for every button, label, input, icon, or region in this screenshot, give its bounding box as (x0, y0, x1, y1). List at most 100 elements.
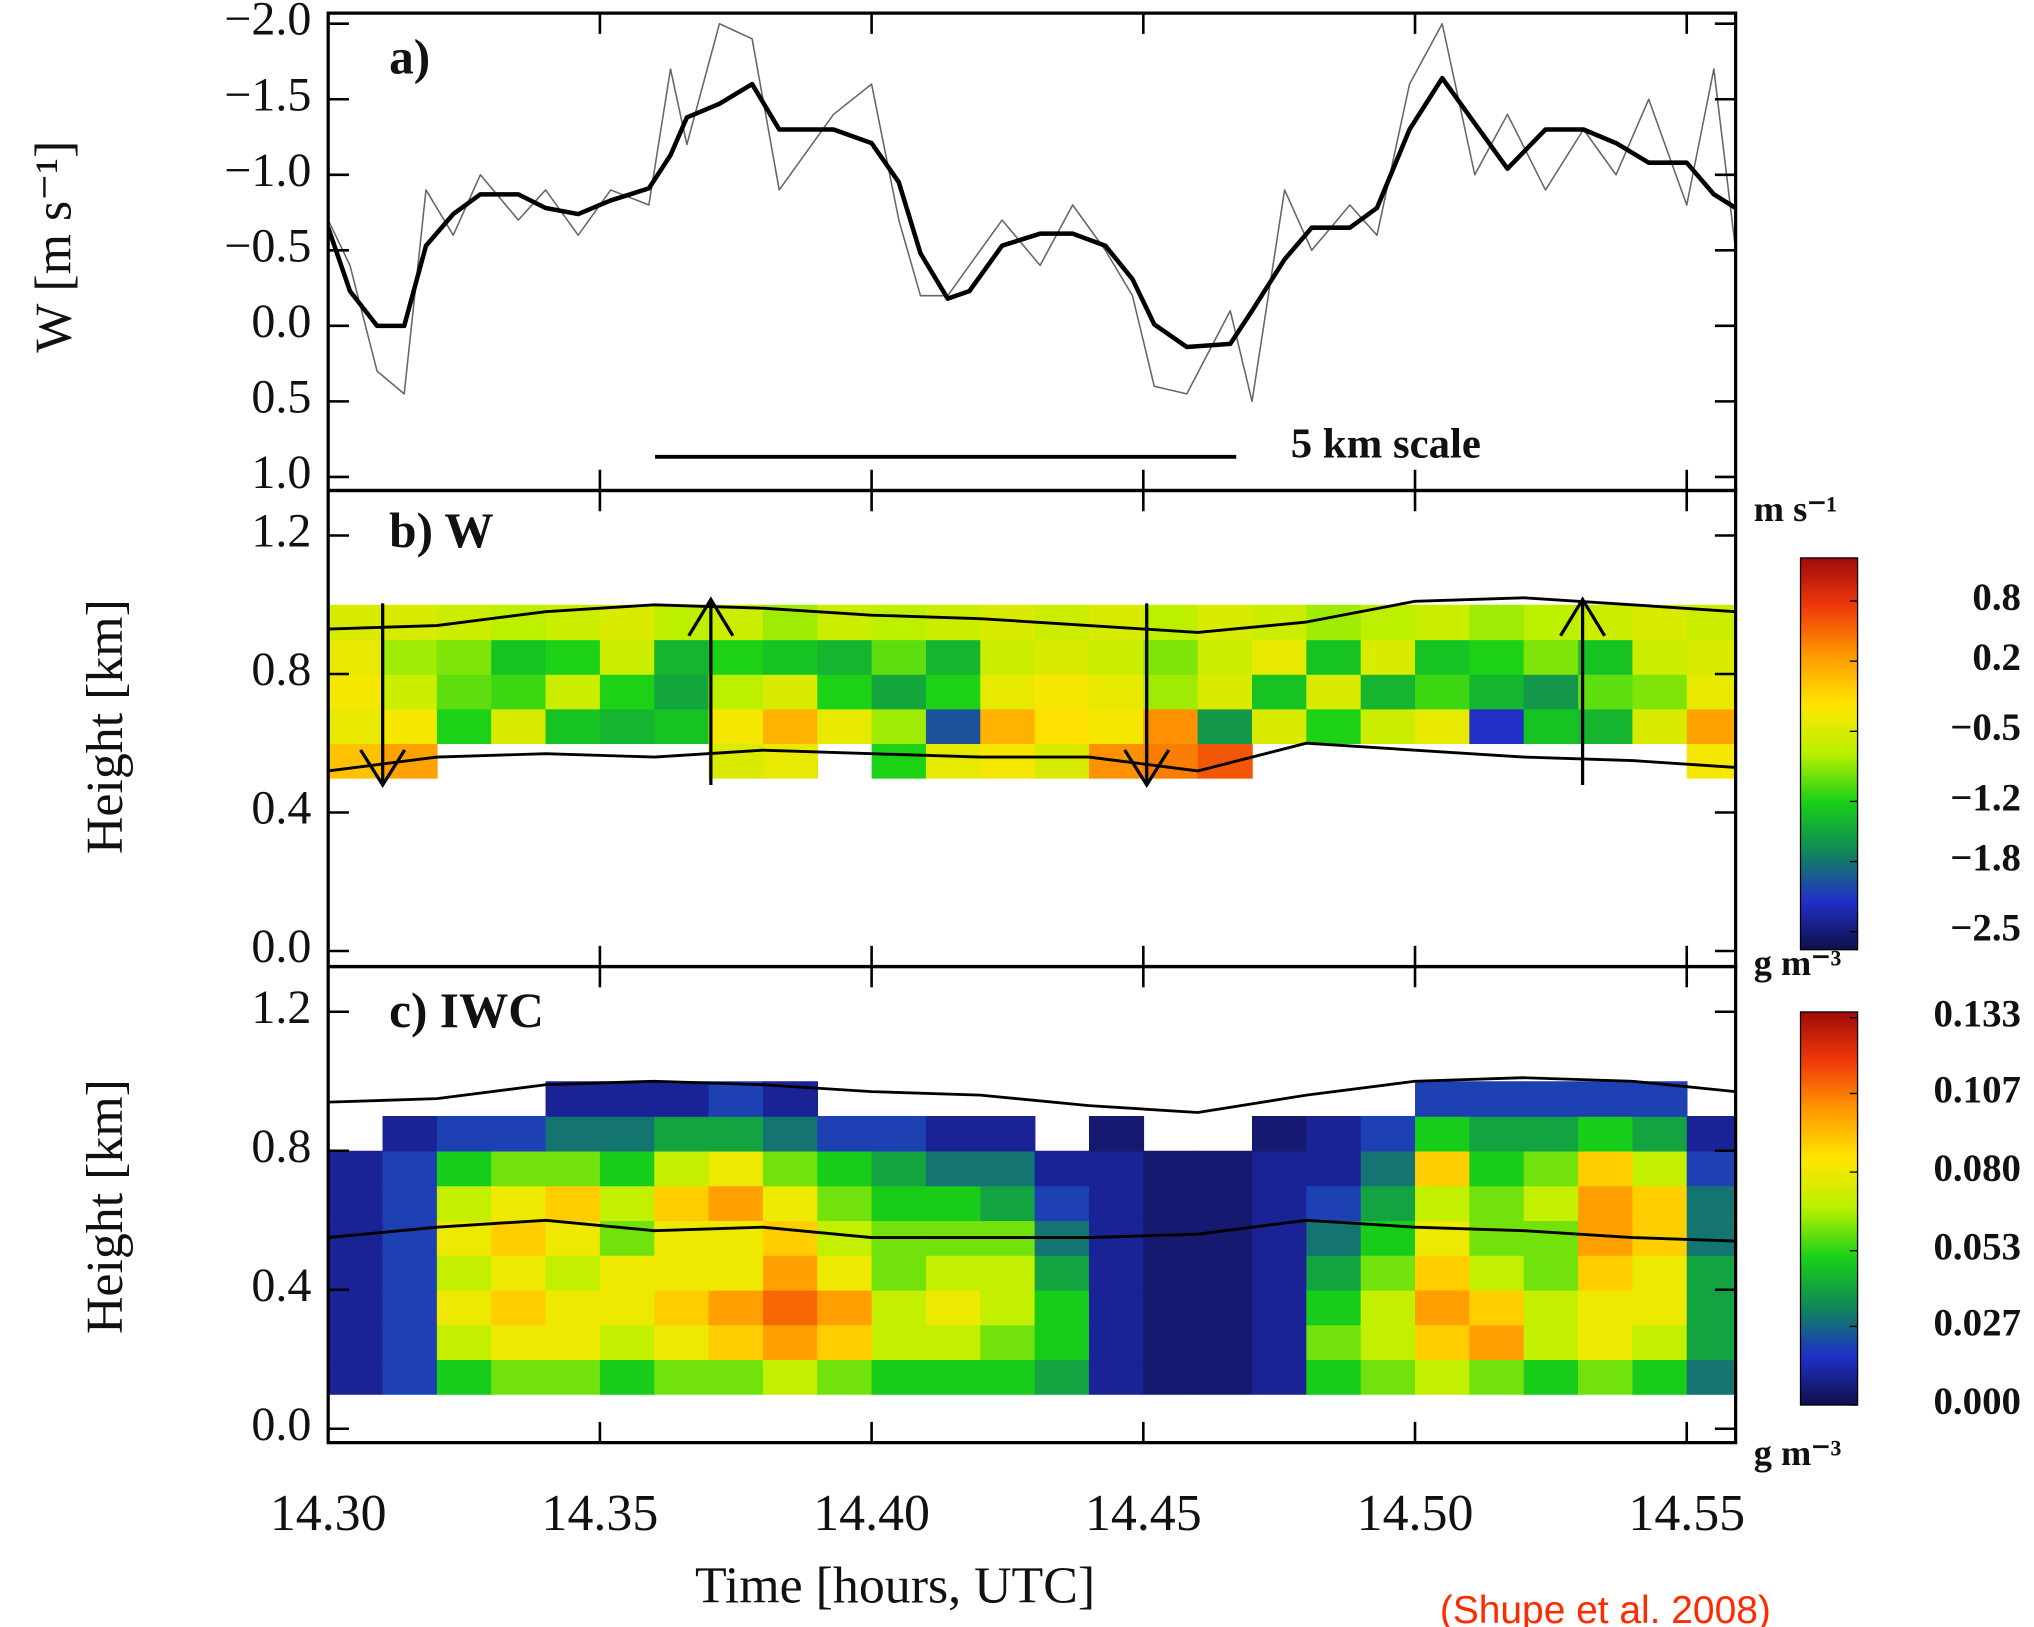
colorbar-label: −1.8 (1950, 836, 2021, 879)
y-tick-label: 0.4 (251, 1259, 311, 1312)
heat-cell (871, 1254, 927, 1291)
heat-cell (1415, 1359, 1471, 1395)
heat-cell (708, 1359, 764, 1395)
heat-cell (1469, 604, 1525, 641)
heat-cell (762, 639, 819, 675)
panel-label: c) IWC (389, 983, 544, 1038)
heat-cell (1360, 1289, 1416, 1326)
heat-cell (1415, 604, 1471, 641)
heat-cell (1415, 1289, 1471, 1326)
y-tick-label: −1.5 (224, 68, 311, 121)
heat-cell (1578, 1359, 1634, 1395)
y-tick-label: −2.0 (224, 0, 311, 46)
y-axis-label: Height [km] (77, 599, 134, 854)
heat-cell (1415, 1115, 1471, 1152)
heat-cell (654, 1359, 710, 1395)
heat-cell (1252, 708, 1308, 745)
heat-cell (654, 708, 710, 745)
heat-cell (1578, 1150, 1634, 1187)
heat-cell (1578, 1115, 1634, 1152)
heat-cell (1143, 1150, 1199, 1187)
heat-cell (436, 639, 492, 675)
data-line (328, 75, 1736, 350)
heat-cell (1578, 708, 1634, 745)
heat-cell (1415, 1081, 1471, 1117)
heat-cell (1523, 1289, 1579, 1326)
heat-cell (1088, 1324, 1145, 1361)
heat-cell (1143, 674, 1199, 710)
heat-cell (1469, 1081, 1525, 1117)
heat-cell (1469, 1289, 1525, 1326)
heat-cell (871, 1324, 927, 1361)
heat-cell (1034, 1359, 1090, 1395)
heat-cell (1578, 1324, 1634, 1361)
heat-cell (382, 1289, 438, 1326)
heat-cell (436, 1289, 492, 1326)
heat-cell (1578, 1185, 1634, 1222)
heat-cell (871, 639, 927, 675)
heat-cell (1578, 1289, 1634, 1326)
heat-cell (1415, 1150, 1471, 1187)
heat-cell (654, 1185, 710, 1222)
colorbar-label: −1.2 (1950, 776, 2021, 819)
colorbar-label: 0.8 (1972, 576, 2021, 619)
heat-cell (1578, 604, 1634, 641)
y-tick-label: 0.8 (251, 1120, 311, 1173)
heat-cell (762, 1289, 819, 1326)
heat-cell (980, 1359, 1036, 1395)
plot-area (328, 22, 1736, 403)
heat-cell (1415, 708, 1471, 745)
heat-cell (1034, 639, 1090, 675)
heat-cell (925, 1324, 982, 1361)
y-tick-label: 0.5 (251, 370, 311, 423)
heat-cell (654, 1220, 710, 1256)
heat-cell (1143, 743, 1199, 779)
arrow-down (359, 603, 407, 789)
heat-cell (1197, 743, 1253, 779)
boundary-line (328, 596, 1736, 634)
colorbar (1799, 1011, 1859, 1406)
heat-cell (1578, 639, 1634, 675)
plot-area (328, 1076, 1736, 1395)
heat-cell (762, 1115, 819, 1152)
heat-cell (1306, 604, 1362, 641)
heat-cell (762, 743, 819, 779)
heat-cell (491, 1220, 547, 1256)
heat-cell (1632, 674, 1688, 710)
heat-cell (1469, 674, 1525, 710)
heat-cell (817, 1359, 873, 1395)
source-citation: (Shupe et al. 2008) (1440, 1589, 1771, 1627)
heat-cell (817, 1324, 873, 1361)
heat-cell (1632, 1359, 1688, 1395)
colorbar-unit: g m⁻³ (1754, 1433, 1842, 1473)
plot-area (328, 596, 1736, 779)
heat-cell (817, 604, 873, 641)
heat-cell (1143, 604, 1199, 641)
heat-cell (436, 1185, 492, 1222)
heat-cell (545, 1254, 601, 1291)
heat-cell (1632, 1254, 1688, 1291)
heat-cell (708, 1115, 764, 1152)
heat-cell (654, 1324, 710, 1361)
heat-cell (1197, 1185, 1253, 1222)
panel-label: a) (389, 30, 430, 85)
heat-cell (1197, 639, 1253, 675)
heat-cell (545, 639, 601, 675)
heat-cell (545, 1324, 601, 1361)
heat-cell (1360, 708, 1416, 745)
heat-cell (382, 1254, 438, 1291)
heat-cell (328, 604, 384, 641)
heat-cell (545, 1289, 601, 1326)
heat-cell (1686, 1220, 1736, 1256)
heat-cell (328, 1324, 384, 1361)
heat-cell (762, 1324, 819, 1361)
heat-cell (1306, 1289, 1362, 1326)
heat-cell (762, 1220, 819, 1256)
heat-cell (599, 1324, 656, 1361)
heat-cell (599, 1359, 656, 1395)
heat-cell (1523, 1220, 1579, 1256)
heat-cell (382, 604, 438, 641)
heat-cell (871, 708, 927, 745)
heat-cell (762, 1254, 819, 1291)
heat-cell (1088, 708, 1145, 745)
